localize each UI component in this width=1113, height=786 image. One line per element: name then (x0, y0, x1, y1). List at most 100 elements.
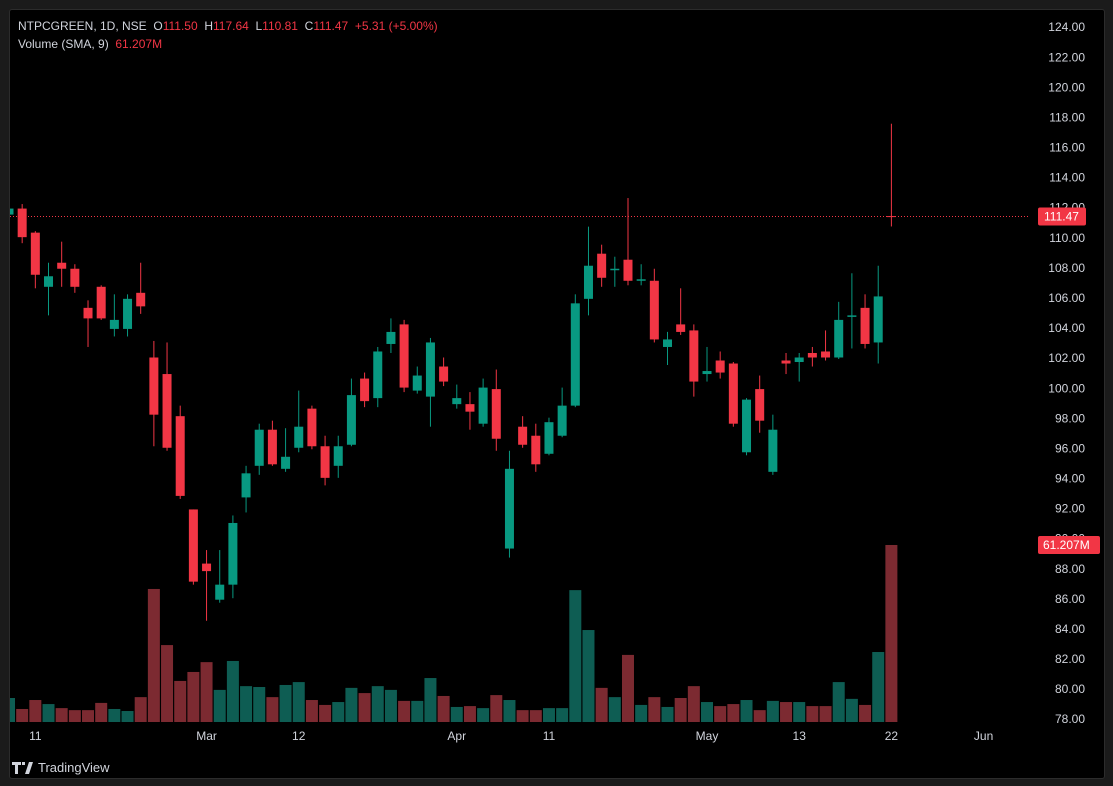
candle-body (425, 342, 435, 397)
volume-bar (608, 697, 621, 722)
candle-body (188, 509, 198, 582)
candle-body (531, 435, 541, 465)
x-tick-label: 13 (793, 729, 807, 743)
candle-body (399, 324, 409, 388)
volume-bar (819, 706, 832, 722)
volume-bar (582, 630, 595, 722)
candle-body (689, 330, 699, 382)
volume-bar (10, 697, 15, 722)
candle-body (715, 360, 725, 373)
volume-bar (147, 588, 160, 722)
candle-body (610, 268, 620, 271)
candle-body (162, 374, 172, 448)
volume-bar (477, 708, 490, 722)
volume-tag (1038, 535, 1100, 554)
candle-body (781, 360, 791, 364)
y-tick-label: 92.00 (1055, 502, 1085, 516)
volume-bar (134, 697, 147, 722)
candle-body (742, 399, 752, 453)
candle-body (17, 208, 27, 238)
volume-bar (437, 695, 450, 722)
candle-body (346, 395, 356, 445)
x-tick-label: 12 (292, 729, 306, 743)
volume-bar (213, 689, 226, 722)
x-tick-label: Mar (196, 729, 217, 743)
candle-body (544, 422, 554, 454)
volume-bar (161, 645, 174, 722)
volume-bar (648, 697, 661, 722)
candle-body (57, 262, 67, 269)
y-tick-label: 108.00 (1048, 261, 1085, 275)
volume-bar (635, 704, 648, 722)
candle-body (570, 303, 580, 406)
volume-bar (42, 704, 55, 722)
candle-body (465, 404, 475, 412)
volume-bar (872, 652, 885, 722)
low-value: 110.81 (262, 19, 298, 33)
volume-value: 61.207M (115, 37, 163, 51)
volume-bar (95, 702, 108, 722)
candle-body (136, 292, 146, 307)
y-tick-label: 114.00 (1049, 171, 1085, 185)
candle-body (663, 339, 672, 347)
legend: NTPCGREEN, 1D, NSE O111.50 H117.64 L110.… (18, 17, 438, 53)
candle-body (557, 405, 567, 436)
volume-bar (490, 695, 503, 722)
candle-body (807, 352, 817, 358)
y-tick-label: 100.00 (1048, 381, 1085, 395)
volume-bar (687, 686, 700, 722)
candle-body (10, 208, 14, 215)
c-key: C (304, 19, 314, 33)
volume-bar (398, 700, 411, 722)
candle-body (834, 319, 844, 358)
candle-body (439, 366, 449, 382)
chart-panel (9, 9, 1105, 779)
last-price-tag (1038, 207, 1086, 226)
volume-bar (332, 702, 345, 722)
change: +5.31 (+5.00%) (354, 19, 438, 33)
candle-body (649, 280, 659, 340)
legend-row: NTPCGREEN, 1D, NSE O111.50 H117.64 L110.… (18, 17, 438, 35)
brand[interactable]: TradingView (12, 760, 110, 775)
symbol: NTPCGREEN, 1D, NSE (18, 19, 147, 33)
candle-body (478, 387, 488, 424)
volume-bar (240, 686, 253, 722)
candle-body (215, 584, 225, 600)
candle-body (254, 429, 264, 466)
candle-body (886, 216, 896, 218)
candle-body (821, 351, 831, 358)
y-tick-label: 84.00 (1055, 622, 1085, 636)
x-tick-label: Jun (974, 729, 993, 743)
y-tick-label: 102.00 (1048, 351, 1085, 365)
x-tick-label: 11 (29, 729, 42, 743)
candle-body (30, 232, 40, 275)
o-key: O (153, 19, 163, 33)
volume-bar (740, 700, 753, 722)
volume-bar (292, 682, 305, 722)
candle-body (333, 446, 343, 466)
volume-bar (174, 680, 187, 722)
candle-body (228, 522, 238, 585)
candle-body (412, 375, 422, 391)
legend-row: Volume (SMA, 9) 61.207M (18, 35, 438, 53)
candle-body (320, 446, 330, 478)
y-tick-label: 120.00 (1048, 80, 1085, 94)
candle-body (623, 259, 633, 281)
y-tick-label: 118.00 (1049, 110, 1085, 124)
candle-body (70, 268, 80, 287)
volume-bar (345, 687, 358, 722)
volume-bar (845, 698, 858, 722)
volume-bar (529, 710, 542, 722)
volume-tag-label: 61.207M (1043, 538, 1090, 552)
y-tick-label: 80.00 (1055, 682, 1085, 696)
volume-bar (187, 671, 200, 722)
volume-bar (516, 710, 529, 722)
y-tick-label: 82.00 (1055, 652, 1085, 666)
candle-body (794, 357, 804, 363)
volume-bar (885, 544, 898, 722)
volume-bar (727, 704, 740, 722)
last-price-label: 111.47 (1044, 210, 1079, 224)
candle-body (597, 253, 607, 278)
candle-body (294, 426, 304, 448)
